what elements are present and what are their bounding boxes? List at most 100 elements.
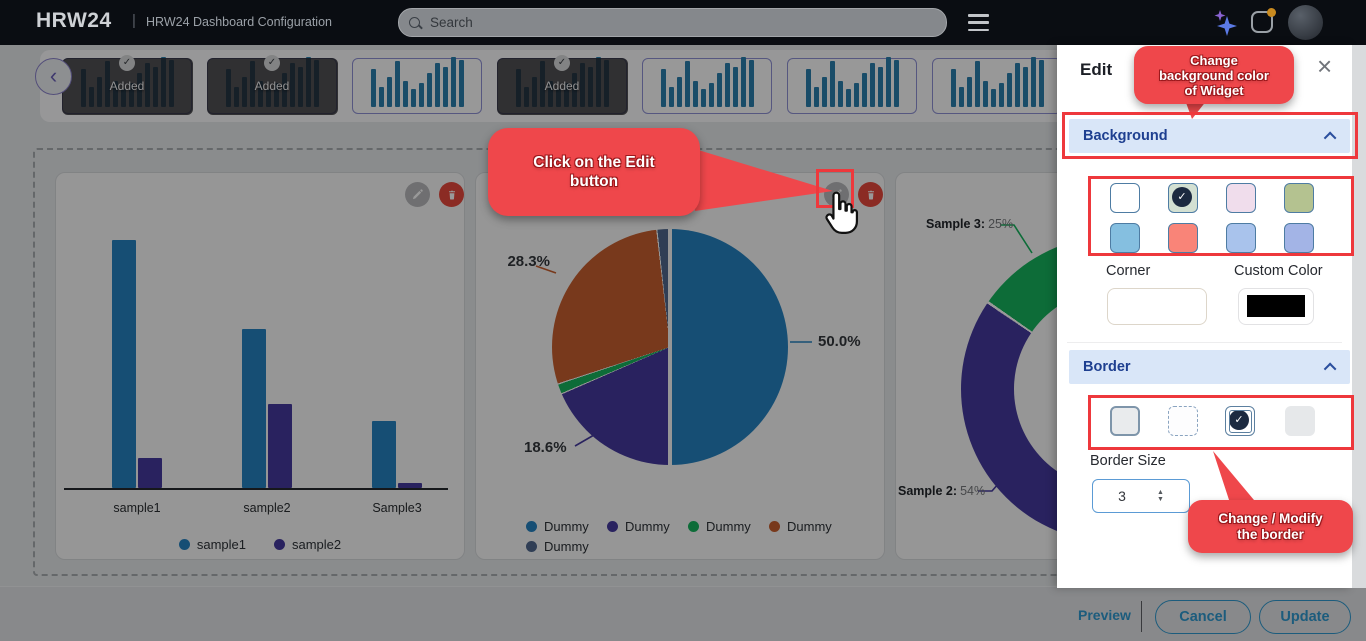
widget-thumbnail[interactable]	[787, 57, 917, 114]
border-size-stepper[interactable]: ▲▼	[1092, 479, 1190, 513]
bar-sample1	[372, 421, 396, 488]
x-axis-label: Sample3	[372, 501, 422, 515]
border-size-input[interactable]	[1093, 487, 1151, 505]
brand-logo: HRW24	[36, 9, 112, 32]
ai-sparkle-icon[interactable]	[1210, 8, 1240, 38]
bar-chart-thumbnail-icon	[361, 57, 473, 107]
widget-thumbnail[interactable]	[642, 57, 772, 114]
hamburger-menu-icon[interactable]	[968, 14, 989, 31]
panel-gutter	[1352, 45, 1366, 588]
notification-dot	[1267, 8, 1276, 17]
edit-panel: Edit × Background Corner Custom Color Bo…	[1057, 45, 1352, 588]
background-swatch[interactable]	[1226, 183, 1256, 213]
callout-text-line: the border	[1237, 526, 1304, 542]
background-section-header[interactable]: Background	[1069, 119, 1350, 153]
custom-color-picker[interactable]	[1238, 288, 1314, 325]
bar-chart-widget[interactable]: sample1 sample2 sample1 sample2 Sample3	[55, 172, 465, 560]
legend-dot	[526, 521, 537, 533]
background-swatch[interactable]: ✓	[1168, 183, 1198, 213]
legend-item: Dummy	[526, 537, 607, 557]
donut-data-label: Sample 2: 54%	[898, 484, 986, 498]
panel-title: Edit	[1080, 60, 1113, 79]
callout-change-background: Change background color of Widget	[1134, 46, 1294, 104]
stepper-arrows[interactable]: ▲ ▼	[1157, 489, 1164, 503]
search-bar[interactable]	[398, 8, 947, 37]
background-swatch[interactable]	[1110, 223, 1140, 253]
close-icon[interactable]: ×	[1317, 51, 1333, 81]
callout-text-line: background color	[1159, 67, 1269, 83]
pie-chart-widget[interactable]: 28.3% 50.0% 18.6% Dummy Dummy Dummy Dummy Du…	[475, 172, 885, 560]
border-style-dashed[interactable]	[1168, 406, 1198, 436]
background-swatch[interactable]	[1168, 223, 1198, 253]
border-style-solid[interactable]	[1110, 406, 1140, 436]
pie-slice-gap	[668, 227, 672, 467]
legend-dot	[769, 521, 780, 533]
trash-icon	[867, 190, 874, 199]
widget-carousel: Added ✓ Added ✓ Added ✓	[40, 50, 1356, 122]
custom-color-label: Custom Color	[1234, 263, 1323, 279]
page-title: HRW24 Dashboard Configuration	[146, 15, 332, 29]
carousel-prev-button[interactable]: ‹	[35, 58, 72, 95]
legend-dot	[688, 521, 699, 533]
border-style-double[interactable]: ✓	[1225, 406, 1255, 436]
widget-delete-button[interactable]	[858, 182, 883, 207]
chevron-left-icon: ‹	[49, 63, 58, 88]
border-section-label: Border	[1083, 359, 1131, 375]
legend-label: sample2	[292, 537, 342, 552]
widget-thumbnail[interactable]: Added ✓	[61, 55, 193, 115]
background-swatch[interactable]	[1284, 183, 1314, 213]
background-swatch[interactable]	[1226, 223, 1256, 253]
legend-item: Dummy	[607, 517, 688, 537]
legend-item: Dummy	[526, 517, 607, 537]
pie-data-label: 18.6%	[524, 439, 567, 456]
bar-sample1	[112, 240, 136, 488]
legend-item: Dummy	[688, 517, 769, 537]
corner-input[interactable]	[1107, 288, 1207, 325]
added-label: Added	[109, 79, 145, 93]
donut-data-label: Sample 3: 25%	[926, 217, 1014, 231]
check-badge-icon: ✓	[264, 55, 280, 71]
widget-thumbnail[interactable]: Added ✓	[206, 55, 338, 115]
bar-chart-legend: sample1 sample2	[56, 537, 464, 552]
border-style-none[interactable]	[1285, 406, 1315, 436]
preview-button[interactable]: Preview	[1078, 607, 1131, 623]
widget-thumbnail[interactable]: Added ✓	[496, 55, 628, 115]
widget-edit-button[interactable]	[405, 182, 430, 207]
widget-thumbnail[interactable]	[932, 57, 1062, 114]
added-overlay: Added	[206, 57, 338, 115]
legend-item: sample1	[178, 537, 246, 552]
x-axis-label: sample2	[243, 501, 291, 515]
border-section-header[interactable]: Border	[1069, 350, 1350, 384]
check-badge-icon: ✓	[119, 55, 135, 71]
x-axis-label: sample1	[113, 501, 161, 515]
added-overlay: Added	[496, 57, 628, 115]
corner-label: Corner	[1106, 263, 1151, 279]
cancel-button[interactable]: Cancel	[1155, 600, 1251, 634]
background-section-label: Background	[1083, 128, 1168, 144]
bar-sample2	[138, 458, 162, 488]
bar-sample1	[242, 329, 266, 488]
bar-chart-thumbnail-icon	[796, 57, 908, 107]
notification-icon[interactable]	[1251, 11, 1273, 33]
search-input[interactable]	[428, 14, 936, 31]
custom-color-chip	[1247, 295, 1305, 317]
legend-label: Dummy	[787, 519, 832, 535]
widget-delete-button[interactable]	[439, 182, 464, 207]
update-button[interactable]: Update	[1259, 600, 1351, 634]
logo-divider: |	[132, 12, 136, 29]
callout-text-line: button	[569, 173, 619, 190]
user-avatar[interactable]	[1288, 5, 1323, 40]
search-icon	[409, 17, 420, 28]
pie-chart-legend: Dummy Dummy Dummy Dummy Dummy	[526, 517, 856, 556]
background-swatch[interactable]	[1284, 223, 1314, 253]
widget-thumbnail[interactable]	[352, 57, 482, 114]
legend-item: Dummy	[769, 517, 850, 537]
background-swatch[interactable]	[1110, 183, 1140, 213]
callout-text-line: Change	[1190, 52, 1238, 68]
pie-data-label: 50.0%	[818, 333, 861, 350]
legend-label: Dummy	[706, 519, 751, 535]
callout-text-line: Click on the Edit	[533, 154, 655, 171]
legend-dot	[607, 521, 618, 533]
trash-icon	[448, 190, 455, 199]
